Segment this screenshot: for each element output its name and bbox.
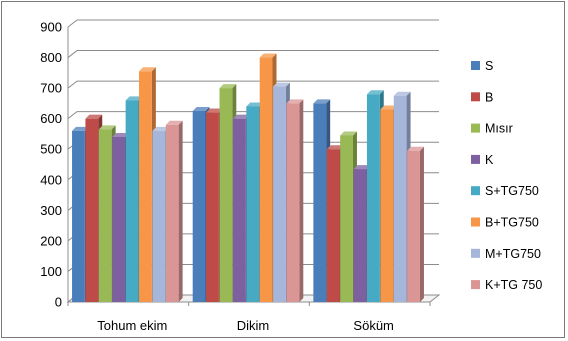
- y-tick-label: 0: [55, 295, 62, 310]
- legend-swatch: [471, 186, 480, 196]
- y-tick-label: 400: [40, 172, 62, 187]
- bar-front: [380, 109, 394, 302]
- bar-top: [206, 108, 223, 113]
- y-tick-label: 700: [40, 81, 62, 96]
- legend-label: S: [485, 59, 493, 73]
- bars: [72, 53, 424, 303]
- bar-front: [85, 118, 99, 303]
- bar-front: [232, 118, 246, 303]
- gridline: [67, 19, 439, 28]
- bar-front: [72, 130, 85, 302]
- bar-top: [219, 84, 237, 89]
- bar-top: [366, 90, 384, 95]
- bar-front: [340, 135, 353, 302]
- legend-swatch: [471, 61, 480, 70]
- y-tick-label: 900: [40, 20, 62, 35]
- legend-item: K: [471, 153, 494, 167]
- legend-item: S: [471, 59, 493, 73]
- legend-swatch: [471, 248, 480, 258]
- bar-side: [178, 120, 183, 303]
- bar-front: [259, 57, 273, 302]
- legend-label: B: [485, 90, 493, 104]
- bar-front: [125, 100, 139, 302]
- bar: [407, 146, 424, 302]
- gridline: [67, 80, 439, 89]
- bar-side: [299, 99, 304, 302]
- bar-top: [165, 120, 183, 125]
- bar-front: [273, 86, 286, 302]
- y-tick-label: 500: [40, 142, 62, 157]
- bar-top: [286, 99, 304, 104]
- bar-top: [232, 114, 250, 119]
- bar: [286, 99, 304, 302]
- y-tick-label: 200: [40, 233, 62, 248]
- bar-front: [353, 169, 367, 302]
- legend-item: B+TG750: [471, 216, 539, 230]
- legend-item: K+TG 750: [471, 278, 542, 292]
- bar-front: [152, 130, 166, 302]
- bar-top: [313, 99, 331, 104]
- bar-top: [192, 107, 210, 112]
- bar-top: [139, 67, 156, 72]
- legend-label: K: [485, 153, 494, 167]
- bar-top: [393, 91, 411, 96]
- bar-front: [313, 103, 327, 302]
- bar-top: [340, 131, 357, 136]
- x-category-label: Dikim: [237, 318, 270, 333]
- bar-top: [246, 102, 264, 107]
- axes: 0 100 200 300 400 500 600 700 800 900 Tohum ekim Di…: [40, 20, 431, 333]
- bar-top: [273, 82, 290, 87]
- bar-front: [192, 111, 206, 303]
- bar-top: [407, 146, 424, 151]
- bar-top: [353, 165, 371, 170]
- bar-top: [72, 126, 89, 131]
- legend-swatch: [471, 217, 480, 227]
- bar-front: [246, 106, 260, 302]
- legend-label: Mısır: [485, 122, 513, 136]
- x-category-label: Söküm: [353, 318, 393, 333]
- bar: [165, 120, 183, 303]
- legend-swatch: [471, 154, 480, 164]
- bar-front: [112, 137, 126, 302]
- x-category-label: Tohum ekim: [97, 318, 167, 333]
- bar-front: [326, 149, 340, 302]
- bar-front: [219, 88, 233, 302]
- bar-top: [112, 133, 130, 137]
- bar-top: [380, 105, 398, 110]
- y-tick-label: 300: [40, 203, 62, 218]
- legend-swatch: [471, 280, 480, 290]
- bar-top: [152, 126, 170, 131]
- legend-label: K+TG 750: [485, 278, 542, 292]
- bar-front: [366, 94, 380, 302]
- bar-front: [206, 112, 219, 302]
- legend-item: B: [471, 90, 493, 104]
- y-tick-label: 800: [40, 50, 62, 65]
- legend-label: M+TG750: [485, 247, 541, 261]
- legend-label: B+TG750: [485, 216, 539, 230]
- legend-swatch: [471, 123, 480, 133]
- bar-front: [286, 103, 300, 302]
- gridline: [67, 50, 439, 58]
- bar-top: [85, 114, 103, 119]
- bar-front: [407, 150, 420, 302]
- bar-top: [125, 96, 143, 101]
- legend-label: S+TG750: [485, 184, 539, 198]
- y-tick-label: 600: [40, 111, 62, 126]
- legend-swatch: [471, 92, 480, 102]
- y-tick-label: 100: [40, 264, 62, 279]
- legend: S B Mısır K S+TG750 B+TG750 M+TG750 K+TG 750: [471, 59, 542, 292]
- bar-front: [139, 71, 152, 302]
- bar-front: [393, 95, 407, 302]
- bar-top: [98, 125, 116, 130]
- bar-side: [419, 146, 424, 302]
- bar-top: [259, 53, 277, 58]
- bar-front: [165, 124, 179, 303]
- legend-item: M+TG750: [471, 247, 541, 261]
- bar-top: [326, 145, 344, 150]
- bar-front: [98, 129, 112, 302]
- legend-item: Mısır: [471, 122, 513, 136]
- legend-item: S+TG750: [471, 184, 539, 198]
